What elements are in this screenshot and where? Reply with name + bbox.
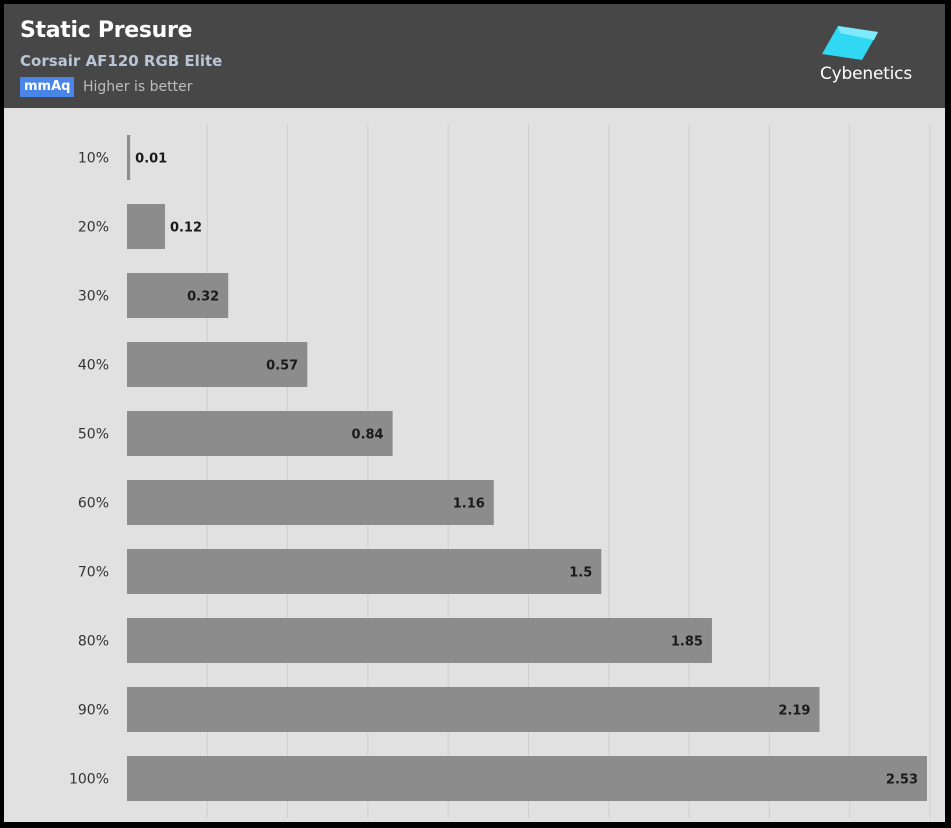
chart-header: Static Presure Corsair AF120 RGB Elite m… (4, 4, 945, 108)
bar-90pct (127, 687, 820, 732)
bar-50pct (127, 411, 393, 456)
bar-40pct (127, 342, 308, 387)
chart-title: Static Presure (20, 18, 193, 43)
value-label: 1.16 (453, 497, 485, 512)
value-label: 0.12 (170, 221, 202, 236)
bar-60pct (127, 480, 494, 525)
value-label: 0.32 (187, 290, 219, 305)
category-label: 50% (78, 427, 109, 443)
unit-badge: mmAq (20, 77, 75, 97)
higher-is-better-note: Higher is better (83, 79, 193, 95)
value-label: 0.57 (266, 359, 298, 374)
logo-text: Cybenetics (819, 64, 912, 84)
value-label: 2.53 (886, 773, 918, 788)
category-label: 30% (78, 289, 109, 305)
bar-30pct (127, 273, 229, 318)
category-label: 80% (78, 634, 109, 650)
bar-70pct (127, 549, 602, 594)
bar-20pct (127, 204, 165, 249)
category-label: 70% (78, 565, 109, 581)
plot-area: 10% 0.01 20% 0.12 30% 0.32 40% 0.57 50% 0.84 60% 1.… (4, 108, 945, 822)
chart-frame: Static Presure Corsair AF120 RGB Elite m… (4, 4, 945, 822)
cybenetics-logo: Cybenetics (816, 22, 928, 94)
bar-100pct (127, 756, 927, 801)
category-label: 20% (78, 220, 109, 236)
bar-chart: 10% 0.01 20% 0.12 30% 0.32 40% 0.57 50% 0.84 60% 1.… (69, 124, 931, 818)
value-label: 0.84 (352, 428, 384, 443)
bar-80pct (127, 618, 712, 663)
bar-10pct (127, 135, 131, 180)
cube-logo-icon (822, 26, 878, 60)
category-label: 40% (78, 358, 109, 374)
category-label: 10% (78, 151, 109, 167)
category-label: 90% (78, 703, 109, 719)
value-label: 1.5 (569, 566, 592, 581)
labels: 10% 0.01 20% 0.12 30% 0.32 40% 0.57 50% 0.84 60% 1.… (69, 151, 918, 788)
category-label: 60% (78, 496, 109, 512)
category-label: 100% (69, 772, 109, 788)
chart-subtitle: Corsair AF120 RGB Elite (20, 52, 223, 70)
value-label: 2.19 (778, 704, 810, 719)
bars (127, 135, 927, 801)
value-label: 1.85 (671, 635, 703, 650)
value-label: 0.01 (135, 152, 167, 167)
